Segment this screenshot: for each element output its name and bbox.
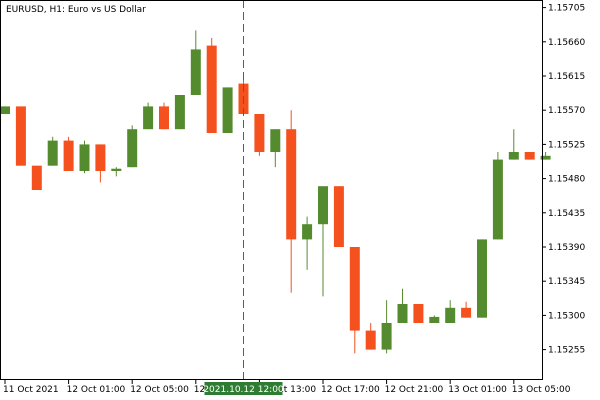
candle-body xyxy=(174,95,185,130)
candle-body xyxy=(413,304,424,323)
candle xyxy=(31,165,42,190)
y-tick-label: 1.15255 xyxy=(548,346,585,356)
candle xyxy=(492,152,503,240)
candle-body xyxy=(365,330,376,350)
crosshair-label-bg xyxy=(204,382,283,395)
y-axis: 1.15705 1.15660 1.15615 1.15570 1.15525 1.154… xyxy=(542,4,585,356)
candle xyxy=(127,125,138,168)
candle-body xyxy=(190,49,201,95)
candle-body xyxy=(397,304,408,323)
candle-body xyxy=(349,247,360,331)
candle-body xyxy=(429,316,440,323)
candle-body xyxy=(63,140,74,171)
y-tick-label: 1.15615 xyxy=(548,72,585,82)
y-tick-label: 1.15300 xyxy=(548,311,585,321)
candle xyxy=(159,102,169,130)
chart-title: EURUSD, H1: Euro vs US Dollar xyxy=(6,5,146,15)
candle-body xyxy=(477,239,487,318)
candle-body xyxy=(159,106,169,130)
candle-body xyxy=(222,87,233,133)
candle xyxy=(413,304,424,323)
candle-body xyxy=(540,155,551,160)
candle-body xyxy=(461,307,472,318)
candle xyxy=(349,247,360,354)
y-tick-label: 1.15345 xyxy=(548,277,585,287)
candle xyxy=(254,114,265,156)
candle-body xyxy=(318,186,328,225)
candle xyxy=(302,216,313,270)
candle-body xyxy=(445,307,456,323)
x-tick-label: 13 Oct 05:00 xyxy=(512,385,571,395)
y-tick-label: 1.15525 xyxy=(548,140,585,150)
candle-body xyxy=(47,140,58,166)
candle xyxy=(381,300,392,354)
candle xyxy=(429,315,440,323)
candle xyxy=(63,136,74,171)
candle-body xyxy=(524,152,535,160)
candle xyxy=(174,95,185,130)
candle-body xyxy=(270,129,281,152)
candle xyxy=(270,129,281,168)
candle-body xyxy=(0,106,10,114)
candle xyxy=(143,102,154,130)
x-tick-label: 12 Oct 13:00 xyxy=(257,385,316,395)
candles-layer xyxy=(0,30,551,354)
candle xyxy=(79,140,90,174)
candle-body xyxy=(492,159,503,240)
candle xyxy=(524,152,535,160)
candle xyxy=(111,167,122,177)
y-tick-label: 1.15480 xyxy=(548,175,585,185)
y-tick-label: 1.15705 xyxy=(548,4,585,14)
candle-body xyxy=(15,106,26,166)
candle xyxy=(477,239,487,318)
candle-body xyxy=(31,165,42,190)
candle xyxy=(286,110,297,293)
candle-body xyxy=(111,168,122,171)
candle xyxy=(397,288,408,323)
candle-body xyxy=(95,144,106,171)
candle-body xyxy=(79,144,90,171)
candle xyxy=(461,301,472,318)
x-tick-label: 12 Oct 05:00 xyxy=(130,385,189,395)
candle-body xyxy=(508,152,519,160)
y-tick-label: 1.15660 xyxy=(548,38,585,48)
candle-body xyxy=(381,323,392,350)
candle xyxy=(190,30,201,95)
candle xyxy=(445,300,456,323)
x-tick-label: 12 Oct 17:00 xyxy=(321,385,380,395)
candle-body xyxy=(302,224,313,240)
candle-body xyxy=(127,129,138,168)
candle xyxy=(318,186,328,297)
y-tick-label: 1.15570 xyxy=(548,106,585,116)
x-tick-label: 13 Oct 01:00 xyxy=(448,385,507,395)
x-tick-label: 11 Oct 2021 xyxy=(3,385,59,395)
candle-body xyxy=(254,114,265,152)
candle xyxy=(206,38,217,133)
crosshair-time-label: 2021.10.12 12:00 xyxy=(203,382,284,395)
candle-body xyxy=(286,129,297,240)
plot-frame xyxy=(0,0,543,380)
candle xyxy=(15,106,26,166)
candle-body xyxy=(206,45,217,133)
candle-body xyxy=(143,106,154,130)
x-tick-label: 12 Oct 21:00 xyxy=(385,385,444,395)
candle-body xyxy=(333,186,344,247)
crosshair-label-text: 2021.10.12 12:00 xyxy=(203,385,284,395)
candle xyxy=(95,144,106,183)
y-tick-label: 1.15435 xyxy=(548,209,585,219)
candle xyxy=(333,186,344,247)
x-axis: 11 Oct 2021 12 Oct 01:00 12 Oct 05:00 12 Oc… xyxy=(3,380,571,395)
candle xyxy=(0,106,10,114)
candle xyxy=(365,323,376,350)
candle xyxy=(540,152,551,160)
x-tick-label: 12 Oct 01:00 xyxy=(67,385,126,395)
candle xyxy=(47,136,58,166)
candle xyxy=(222,87,233,133)
y-tick-label: 1.15390 xyxy=(548,243,585,253)
candle xyxy=(508,129,519,160)
